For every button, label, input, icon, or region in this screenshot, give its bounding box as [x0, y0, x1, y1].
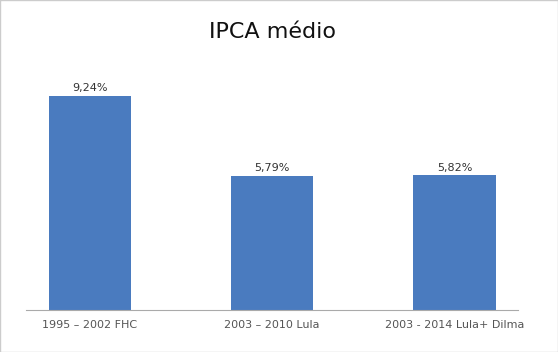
Bar	[413, 175, 496, 310]
Bar	[49, 96, 131, 310]
Text: 5,79%: 5,79%	[254, 163, 290, 174]
Bar	[231, 176, 313, 310]
Text: 5,82%: 5,82%	[437, 163, 472, 173]
Text: 9,24%: 9,24%	[72, 83, 107, 93]
Title: IPCA médio: IPCA médio	[209, 22, 335, 42]
